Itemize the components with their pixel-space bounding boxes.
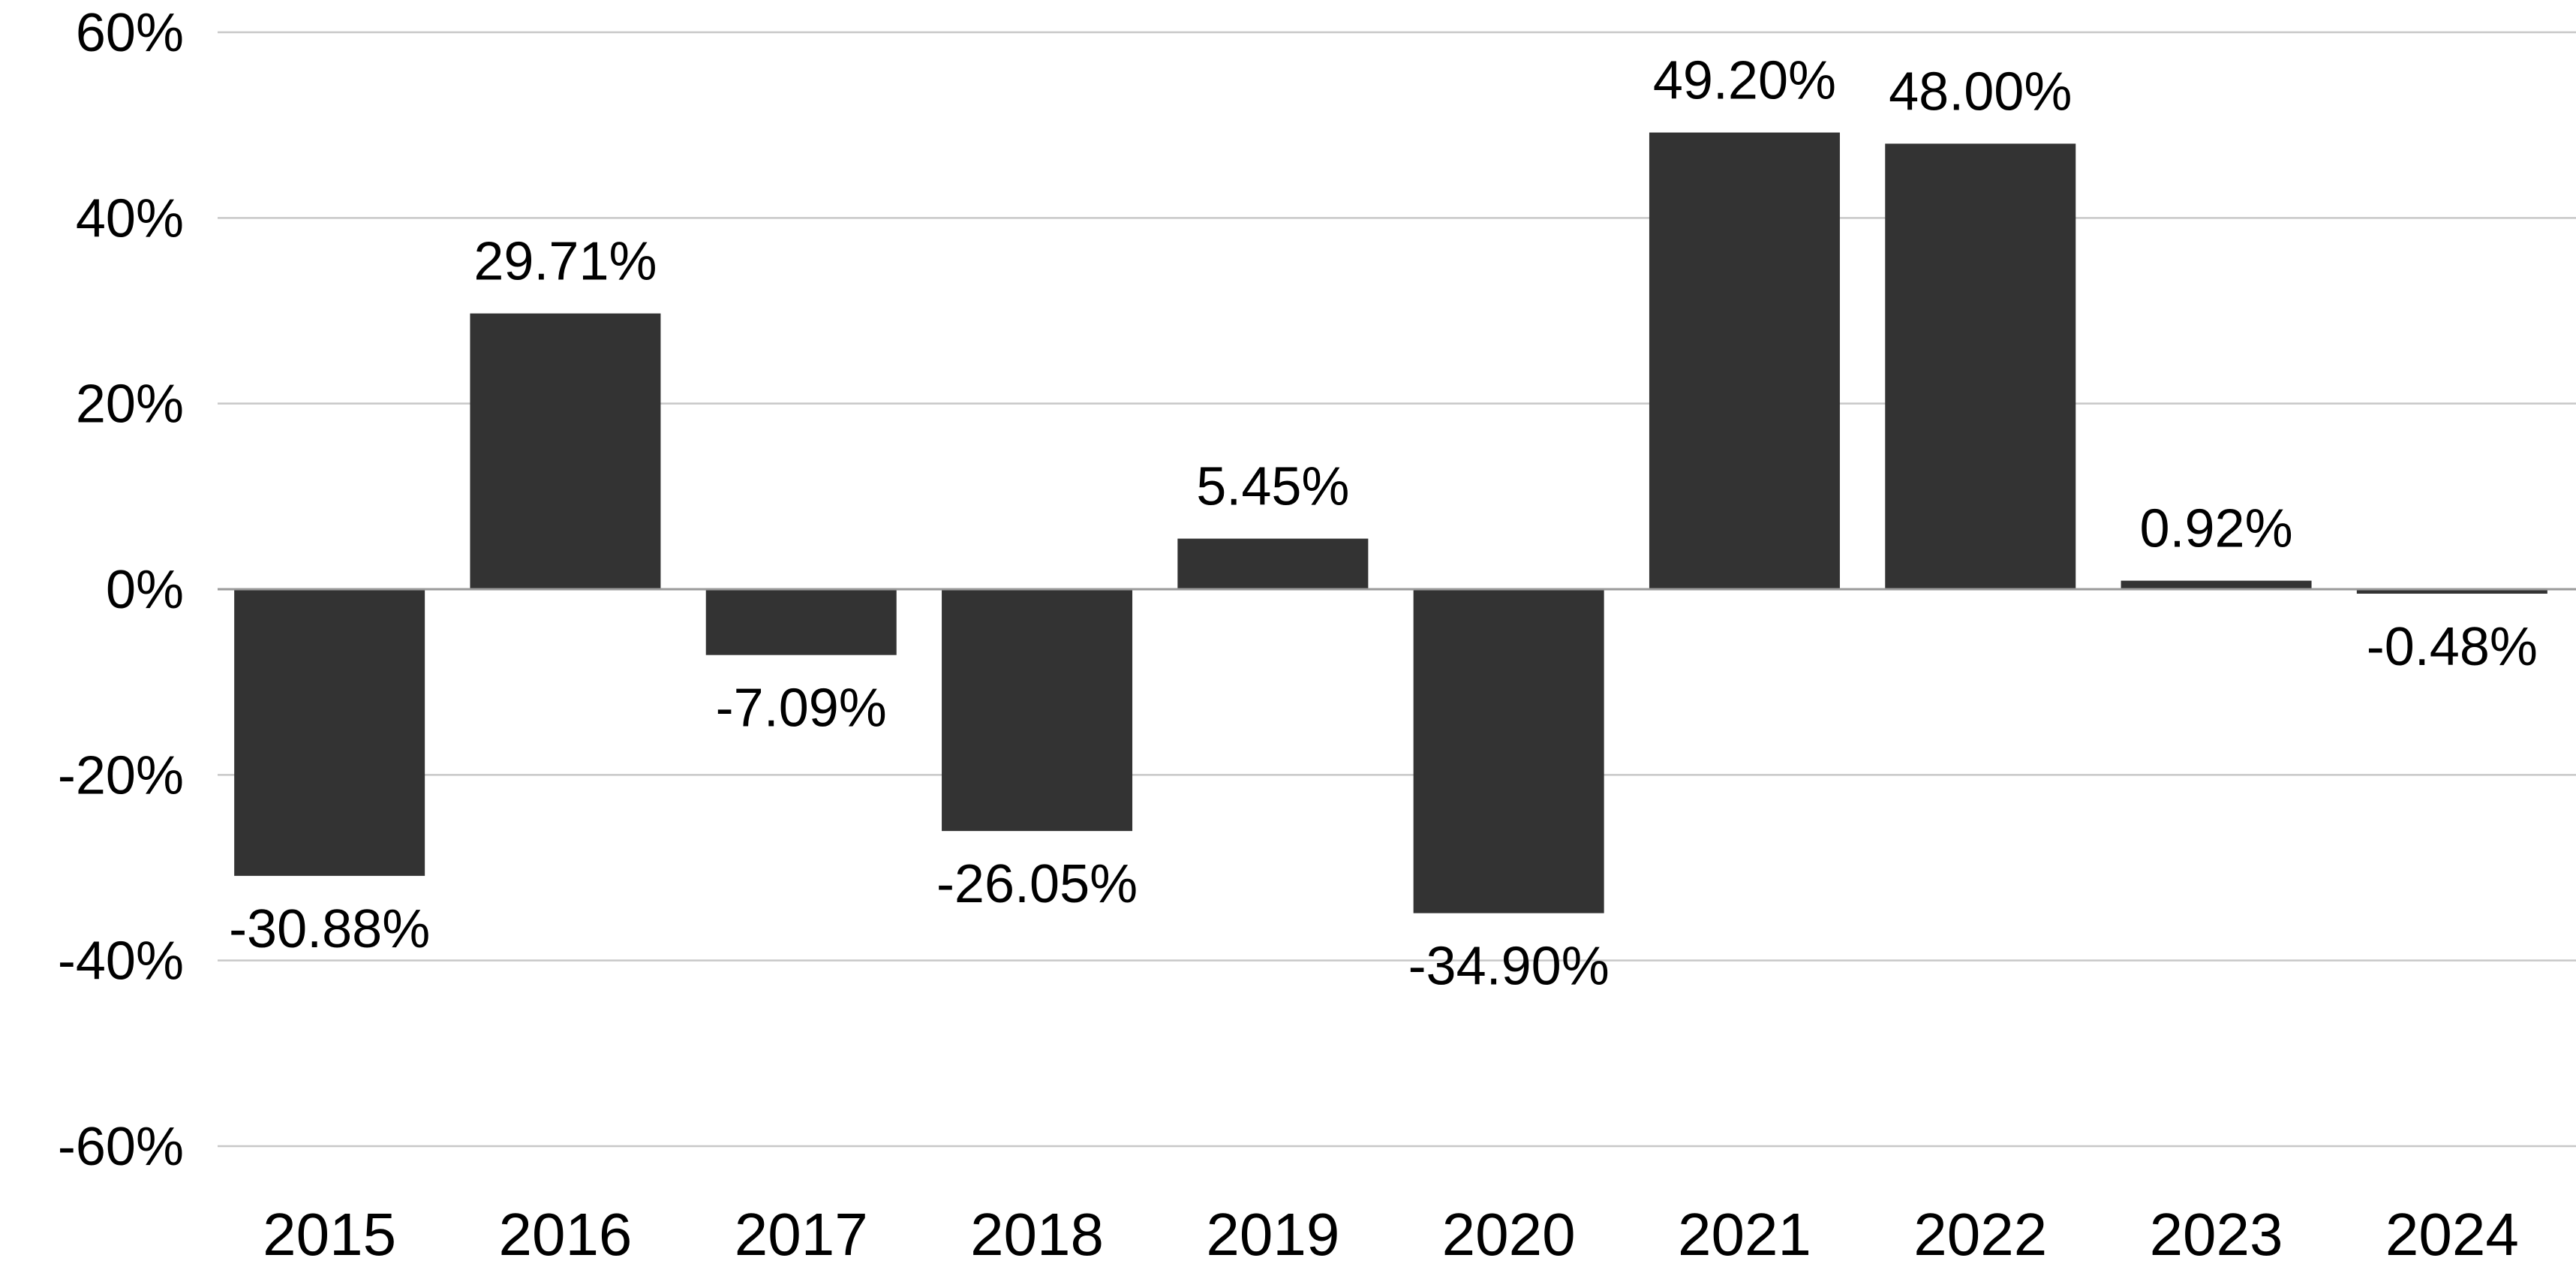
bars: [234, 132, 2547, 913]
x-tick-label-2019: 2019: [1206, 1201, 1339, 1268]
x-axis: 2015 2016 2017 2018 2019 2020 2021 2022 2023 2024: [263, 1201, 2519, 1268]
data-label-2016: 29.71%: [473, 232, 657, 292]
x-tick-label-2015: 2015: [263, 1201, 396, 1268]
data-label-2017: -7.09%: [716, 679, 887, 739]
x-tick-label-2023: 2023: [2150, 1201, 2283, 1268]
data-label-2015: -30.88%: [229, 899, 430, 959]
x-tick-label-2016: 2016: [498, 1201, 632, 1268]
x-tick-label-2017: 2017: [735, 1201, 868, 1268]
y-tick-label: 20%: [76, 375, 184, 435]
y-tick-label: 60%: [76, 3, 184, 63]
bar-2024: [2356, 589, 2547, 594]
x-tick-label-2021: 2021: [1678, 1201, 1811, 1268]
x-tick-label-2022: 2022: [1913, 1201, 2047, 1268]
data-label-2021: 49.20%: [1653, 51, 1836, 111]
x-tick-label-2024: 2024: [2385, 1201, 2519, 1268]
data-label-2024: -0.48%: [2367, 617, 2538, 677]
data-label-2019: 5.45%: [1196, 457, 1349, 517]
data-labels: -30.88% 29.71% -7.09% -26.05% 5.45% -34.90% 49…: [229, 51, 2538, 997]
x-tick-label-2018: 2018: [970, 1201, 1104, 1268]
bar-2021: [1649, 132, 1840, 589]
bar-2015: [234, 589, 425, 876]
bar-2016: [470, 313, 661, 589]
y-tick-label: 0%: [106, 560, 184, 620]
bar-2020: [1413, 589, 1604, 913]
data-label-2018: -26.05%: [936, 854, 1138, 914]
bar-2018: [942, 589, 1133, 832]
data-label-2023: 0.92%: [2139, 499, 2292, 559]
y-tick-label: -20%: [58, 745, 184, 805]
y-tick-label: 40%: [76, 188, 184, 248]
bar-2023: [2121, 580, 2312, 589]
data-label-2022: 48.00%: [1889, 62, 2072, 122]
y-axis: 60% 40% 20% 0% -20% -40% -60%: [58, 3, 184, 1177]
bar-2022: [1885, 143, 2076, 589]
bar-2019: [1177, 538, 1369, 589]
data-label-2020: -34.90%: [1408, 937, 1610, 997]
y-tick-label: -60%: [58, 1117, 184, 1177]
bar-2017: [705, 589, 897, 655]
y-tick-label: -40%: [58, 931, 184, 992]
x-tick-label-2020: 2020: [1442, 1201, 1576, 1268]
